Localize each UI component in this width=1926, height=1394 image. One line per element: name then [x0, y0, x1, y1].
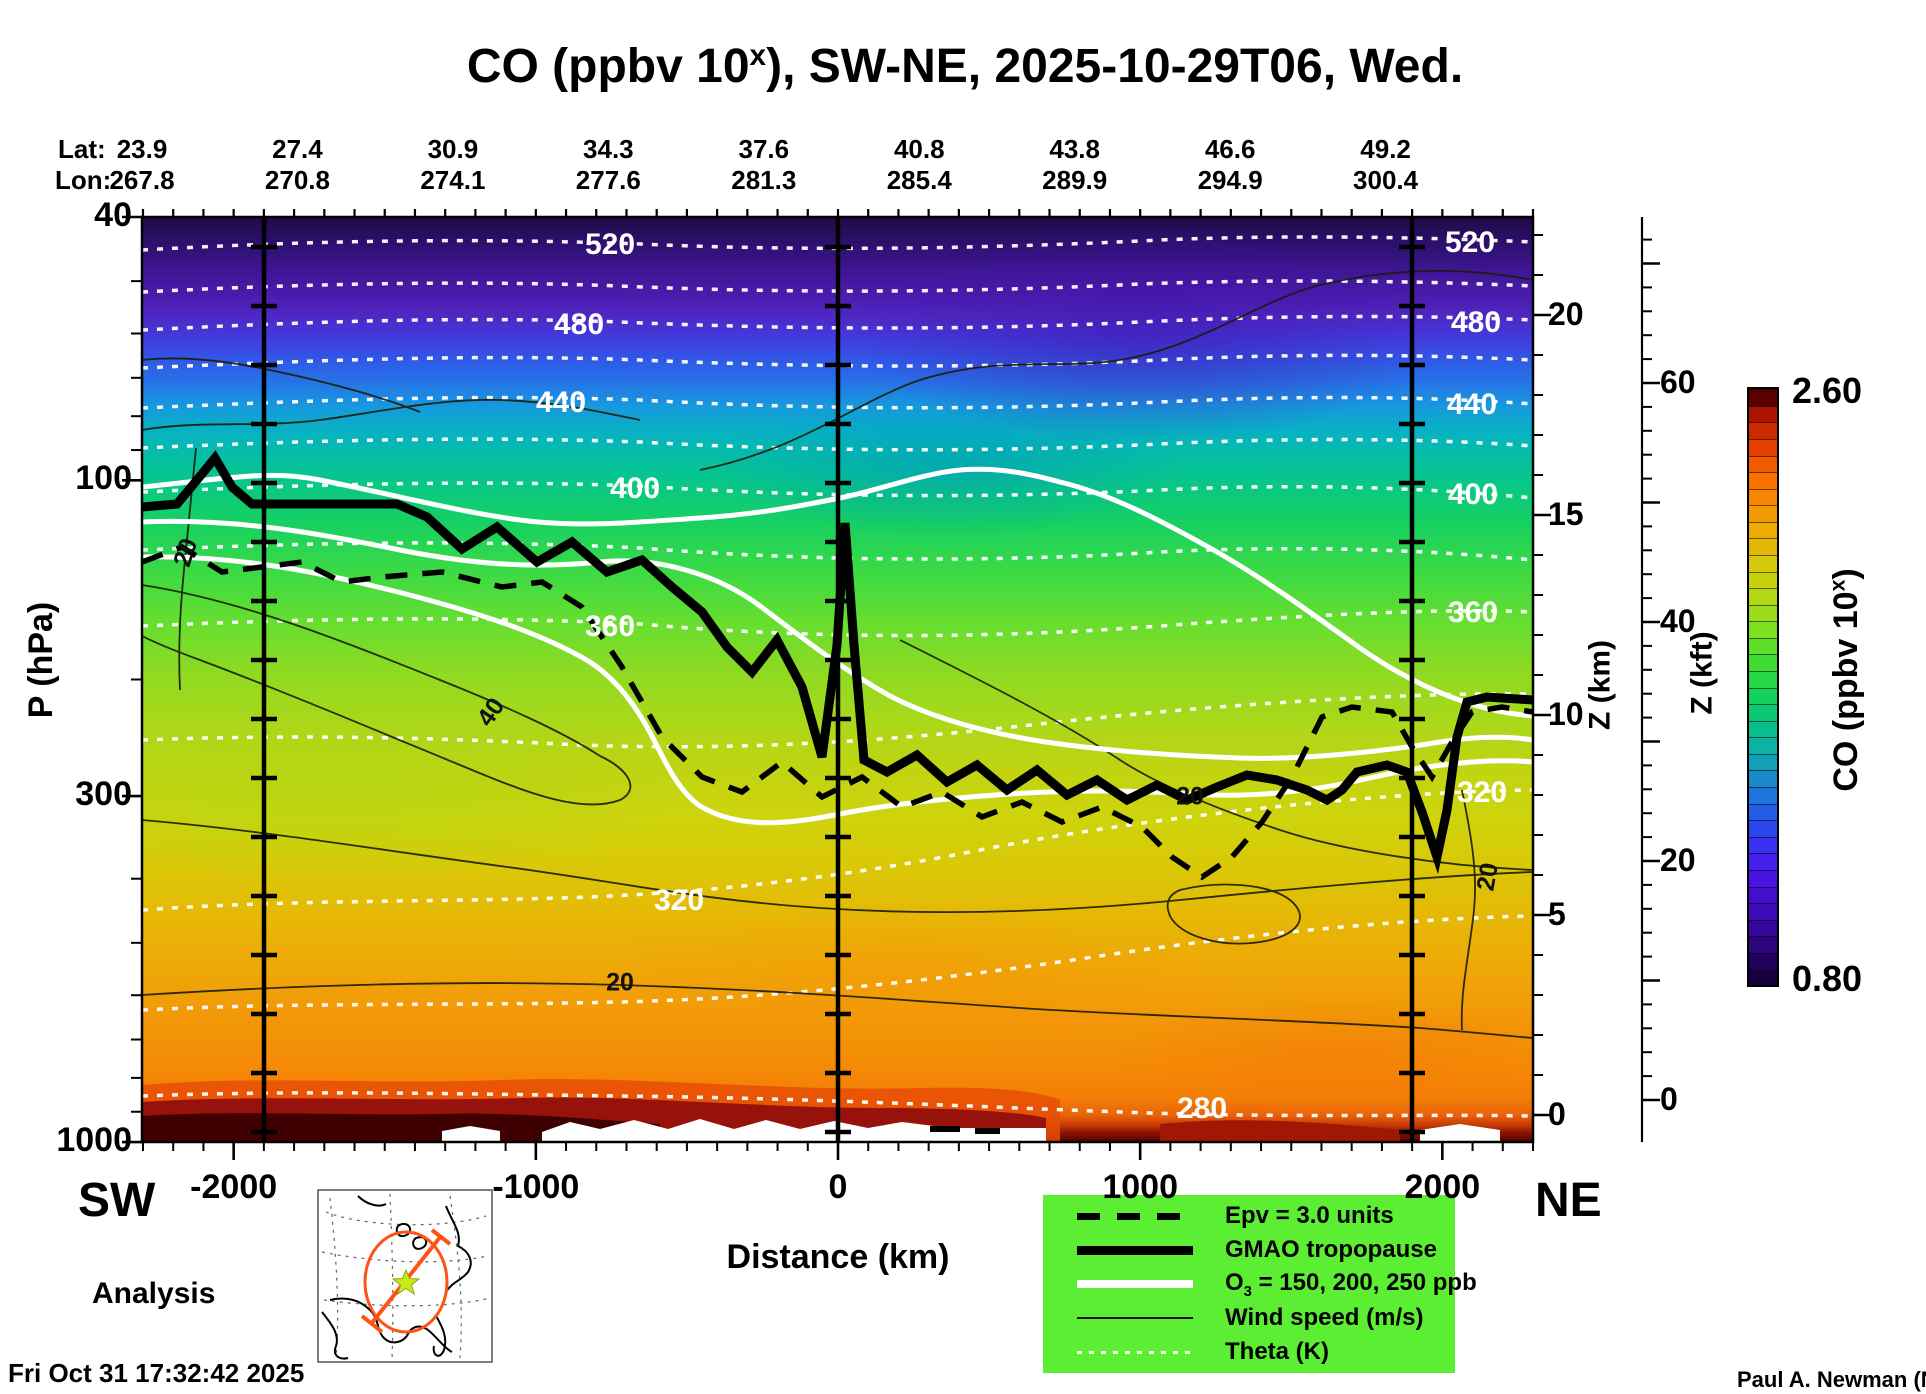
theta-line-sample	[1077, 1350, 1193, 1354]
waypoint-marker-lines	[251, 217, 1425, 1142]
map-inset	[317, 1189, 493, 1363]
map-graticule	[321, 1193, 491, 1361]
colorbar-segment	[1749, 753, 1777, 771]
legend-item-tropopause: GMAO tropopause	[1043, 1236, 1455, 1263]
colorbar-segment	[1749, 505, 1777, 522]
colorbar-segment	[1749, 571, 1777, 589]
colorbar-segment	[1749, 803, 1777, 821]
map-center-star	[391, 1268, 421, 1296]
surface-detail	[930, 1126, 1000, 1134]
colorbar-segment	[1749, 936, 1777, 953]
colorbar-segment	[1749, 405, 1777, 423]
wind-contour-label: 20	[606, 969, 634, 997]
legend-label: Wind speed (m/s)	[1225, 1304, 1424, 1331]
colorbar-segment	[1749, 969, 1777, 985]
contour-labels: 520 520 480 480 440 440 400 400 360 360 320 320 280 2…	[168, 226, 1507, 1125]
theta-contour-label: 440	[536, 386, 586, 419]
colorbar-segment	[1749, 704, 1777, 721]
colorbar-segment	[1749, 687, 1777, 705]
legend-item-theta: Theta (K)	[1043, 1338, 1455, 1365]
theta-contour-label: 320	[1457, 776, 1507, 809]
legend-item-wind: Wind speed (m/s)	[1043, 1304, 1455, 1331]
theta-contour-label: 520	[585, 228, 635, 261]
colorbar-segment	[1749, 554, 1777, 572]
colorbar-segment	[1749, 488, 1777, 506]
theta-contour-label: 400	[610, 472, 660, 505]
wind-contour-label: 20	[168, 535, 203, 570]
colorbar-segment	[1749, 637, 1777, 655]
theta-contour-label: 320	[654, 884, 704, 917]
colorbar-segment	[1749, 621, 1777, 638]
legend-label: Theta (K)	[1225, 1338, 1329, 1365]
theta-contour-label: 440	[1447, 388, 1497, 421]
wind-line-sample	[1077, 1317, 1193, 1319]
colorbar-segment	[1749, 455, 1777, 473]
colorbar-segment	[1749, 588, 1777, 605]
theta-contour-label: 360	[1448, 596, 1498, 629]
wind-contour-label: 20	[1176, 783, 1204, 811]
legend-label: Epv = 3.0 units	[1225, 1202, 1394, 1229]
colorbar	[1747, 387, 1779, 987]
ozone-symbol: O	[1225, 1268, 1244, 1296]
theta-contour-label: 360	[585, 610, 635, 643]
colorbar-segment	[1749, 389, 1777, 406]
ozone-subscript: 3	[1243, 1283, 1252, 1300]
epv-contour	[142, 543, 1533, 881]
ozone-values: = 150, 200, 250 ppb	[1251, 1268, 1477, 1296]
epv-line-sample	[1077, 1212, 1193, 1220]
colorbar-segment	[1749, 521, 1777, 539]
colorbar-segment	[1749, 770, 1777, 788]
ozone-line-sample	[1077, 1280, 1193, 1288]
colorbar-segment	[1749, 538, 1777, 555]
theta-contour-label: 400	[1448, 478, 1498, 511]
colorbar-segment	[1749, 737, 1777, 754]
map-range-ring	[363, 1230, 449, 1334]
colorbar-segment	[1749, 654, 1777, 672]
colorbar-segment	[1749, 472, 1777, 489]
legend-label: GMAO tropopause	[1225, 1236, 1438, 1263]
colorbar-segment	[1749, 869, 1777, 887]
colorbar-segment	[1749, 787, 1777, 804]
axis-ticks	[122, 209, 1660, 1160]
colorbar-segment	[1749, 720, 1777, 738]
theta-contour-label: 480	[554, 308, 604, 341]
colorbar-segment	[1749, 853, 1777, 870]
tropopause-line-sample	[1077, 1245, 1193, 1255]
tropopause-line	[142, 450, 1533, 875]
colorbar-segment	[1749, 438, 1777, 456]
colorbar-segment	[1749, 903, 1777, 920]
terrain-gap	[442, 1119, 1500, 1141]
legend-box: Epv = 3.0 units GMAO tropopause O3 = 150…	[1043, 1195, 1477, 1373]
colorbar-segment	[1749, 604, 1777, 622]
colorbar-segment	[1749, 919, 1777, 937]
colorbar-segment	[1749, 952, 1777, 970]
colorbar-segment	[1749, 820, 1777, 837]
legend-label: O3 = 150, 200, 250 ppb	[1225, 1269, 1477, 1300]
colorbar-segment	[1749, 886, 1777, 904]
legend-item-epv: Epv = 3.0 units	[1043, 1202, 1455, 1229]
legend-item-ozone: O3 = 150, 200, 250 ppb	[1043, 1269, 1477, 1299]
theta-contour-label: 480	[1451, 306, 1501, 339]
colorbar-segment	[1749, 836, 1777, 854]
wind-contour-label: 40	[471, 693, 510, 732]
theta-contour-label: 520	[1445, 226, 1495, 259]
colorbar-segment	[1749, 671, 1777, 688]
wind-contour-label: 20	[1471, 861, 1503, 893]
theta-contour-label: 280	[1177, 1092, 1227, 1125]
colorbar-segment	[1749, 422, 1777, 439]
